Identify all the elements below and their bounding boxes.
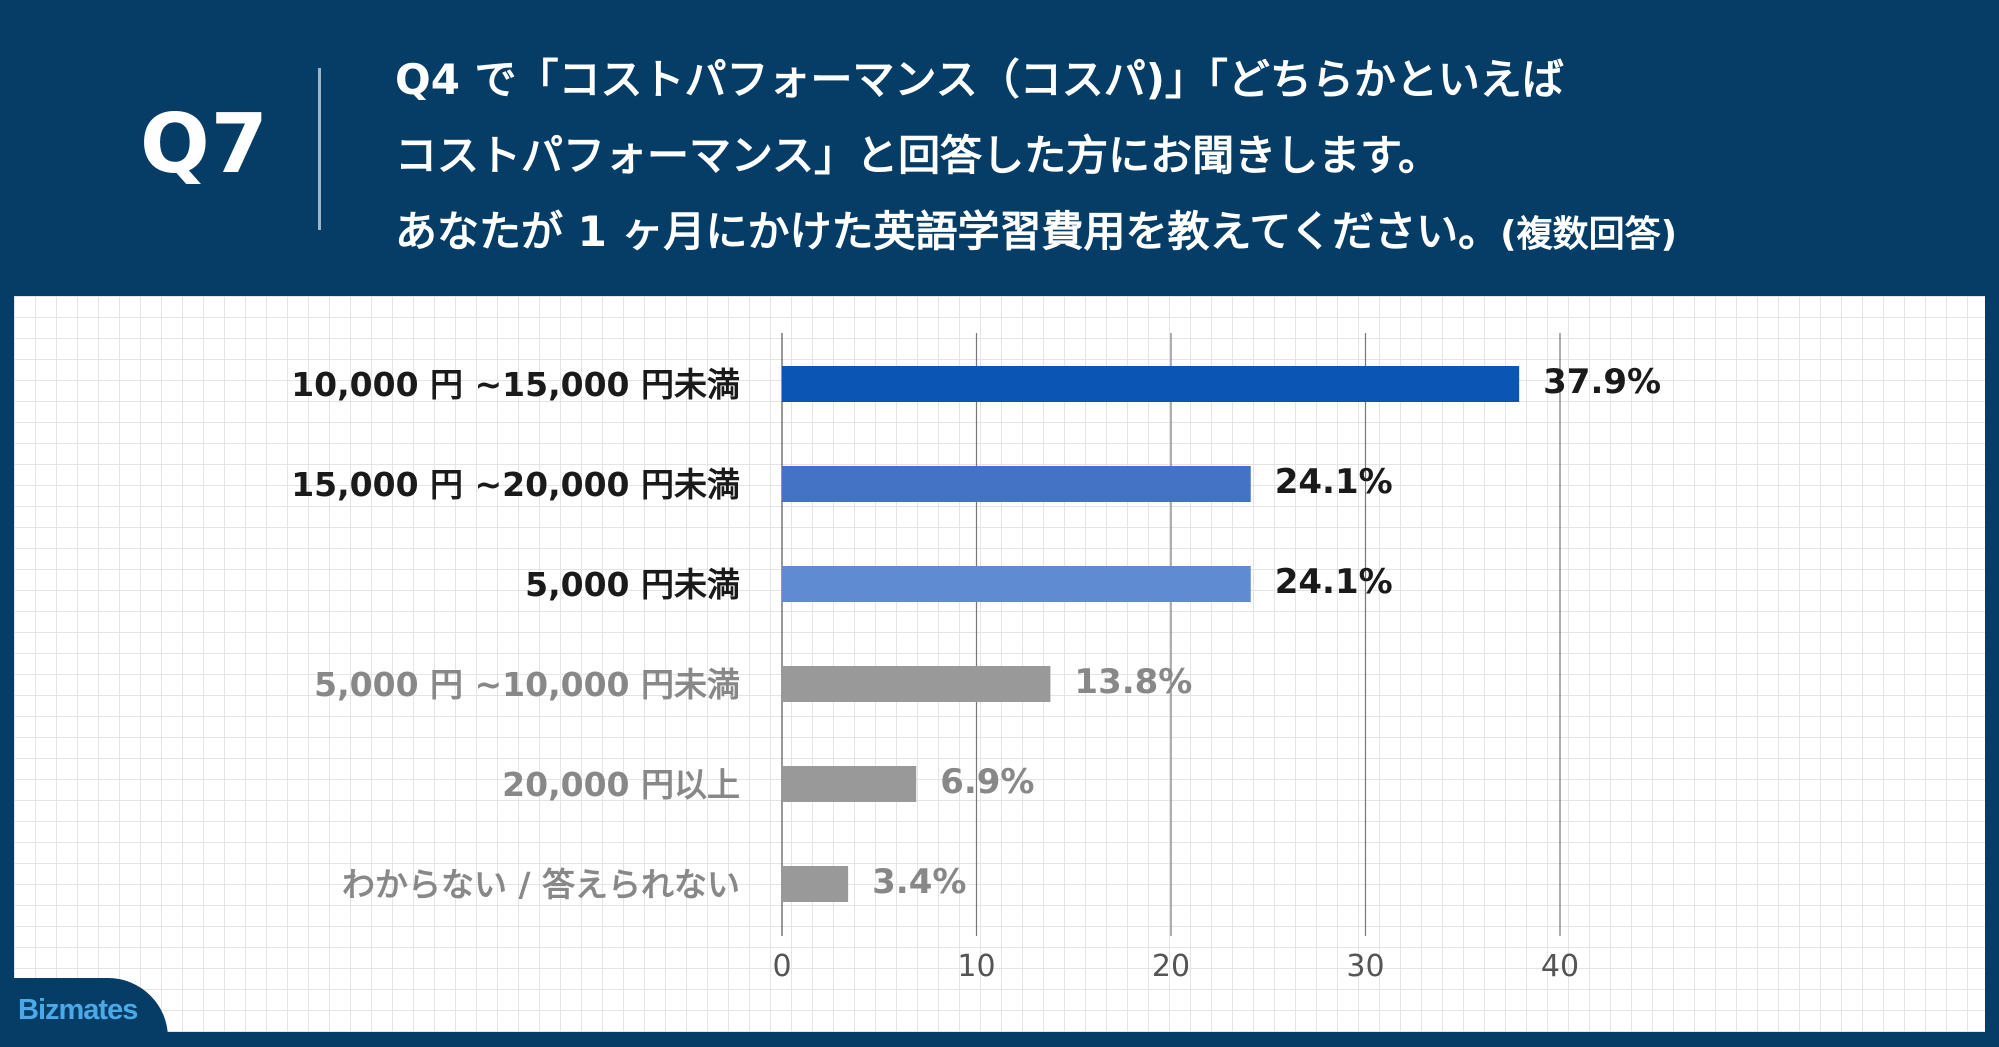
- question-number: Q7: [140, 97, 269, 192]
- question-line-2: コストパフォーマンス」と回答した方にお聞きします。: [395, 131, 1440, 180]
- header: Q7 Q4 で「コストパフォーマンス（コスパ)」「どちらかといえば コストパフォ…: [0, 0, 1999, 296]
- category-label: 20,000 円以上: [502, 765, 740, 804]
- bar: [782, 666, 1051, 702]
- x-tick-label: 40: [1541, 949, 1579, 984]
- question-text: Q4 で「コストパフォーマンス（コスパ)」「どちらかといえば コストパフォーマン…: [395, 42, 1955, 270]
- bar: [782, 466, 1251, 502]
- header-divider: [318, 68, 321, 230]
- category-label: 5,000 円 ~10,000 円未満: [314, 665, 740, 704]
- value-label: 24.1%: [1275, 562, 1393, 602]
- value-label: 24.1%: [1275, 462, 1393, 502]
- question-line-3: あなたが 1 ヶ月にかけた英語学習費用を教えてください。(複数回答): [395, 194, 1955, 270]
- x-tick-label: 30: [1346, 949, 1384, 984]
- x-tick-label: 10: [957, 949, 995, 984]
- bar: [782, 566, 1251, 602]
- bar-chart: 0 10 20 30 40 10,000 円 ~15,000 円未満 37.9% 15,000…: [291, 333, 1661, 984]
- category-label: 15,000 円 ~20,000 円未満: [291, 465, 740, 504]
- question-note: (複数回答): [1500, 214, 1678, 255]
- value-label: 37.9%: [1543, 362, 1661, 402]
- category-label: 10,000 円 ~15,000 円未満: [291, 365, 740, 404]
- value-label: 6.9%: [940, 762, 1034, 802]
- question-line-3-text: あなたが 1 ヶ月にかけた英語学習費用を教えてください。: [395, 207, 1501, 256]
- bar: [782, 866, 849, 902]
- question-line-1: Q4 で「コストパフォーマンス（コスパ)」「どちらかといえば: [395, 55, 1564, 104]
- value-label: 13.8%: [1074, 662, 1192, 702]
- bar: [782, 766, 917, 802]
- x-tick-label: 0: [772, 949, 791, 984]
- logo-tab: [0, 978, 168, 1047]
- category-label: わからない / 答えられない: [342, 865, 740, 904]
- x-tick-label: 20: [1152, 949, 1190, 984]
- value-label: 3.4%: [872, 862, 966, 902]
- bizmates-logo: Bizmates: [18, 994, 138, 1026]
- category-label: 5,000 円未満: [525, 565, 740, 604]
- bar: [782, 366, 1520, 402]
- chart-panel: 0 10 20 30 40 10,000 円 ~15,000 円未満 37.9% 15,000…: [14, 296, 1985, 1032]
